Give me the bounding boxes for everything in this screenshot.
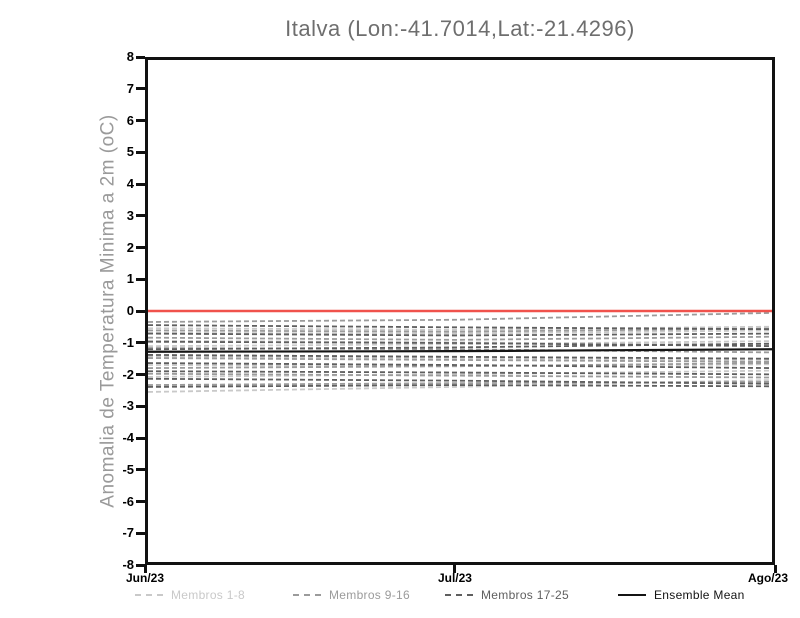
y-tick-label--4: -4 xyxy=(122,430,134,445)
dashed-line-sample-icon xyxy=(293,594,321,596)
x-tick-mark-Ago-23 xyxy=(773,565,777,573)
member-line-membro-25 xyxy=(148,384,772,388)
dashed-line-sample-icon xyxy=(445,594,473,596)
member-line-membro-20 xyxy=(148,342,772,351)
member-line-membro-10 xyxy=(148,327,772,333)
y-tick-label-8: 8 xyxy=(126,49,134,64)
x-tick-label-Jul-23: Jul/23 xyxy=(437,571,472,585)
member-line-membro-12 xyxy=(148,347,772,354)
member-line-membro-19 xyxy=(148,340,772,348)
y-tick-mark-2 xyxy=(136,246,145,249)
y-tick-mark--1 xyxy=(136,341,145,345)
member-line-membro-15 xyxy=(148,372,772,379)
member-line-membro-9 xyxy=(148,311,772,323)
member-line-membro-13 xyxy=(148,357,772,363)
member-line-membro-5 xyxy=(148,355,772,361)
legend-item-membros-1-8: Membros 1-8 xyxy=(135,588,245,602)
y-tick-mark--4 xyxy=(136,436,145,440)
legend-label: Membros 1-8 xyxy=(171,588,245,602)
legend-label: Ensemble Mean xyxy=(654,588,745,602)
y-tick-label--7: -7 xyxy=(122,525,134,541)
y-tick-label--2: -2 xyxy=(122,366,134,382)
y-tick-label-5: 5 xyxy=(126,144,134,160)
legend-item-membros-17-25: Membros 17-25 xyxy=(445,588,569,602)
x-tick-mark-Jun-23 xyxy=(143,565,147,573)
y-tick-mark--6 xyxy=(136,500,145,503)
member-line-membro-14 xyxy=(148,362,772,370)
member-line-membro-24 xyxy=(148,377,772,385)
member-line-membro-8 xyxy=(148,379,772,393)
y-tick-mark-7 xyxy=(136,87,145,91)
legend-label: Membros 9-16 xyxy=(329,588,410,602)
plot-lines-svg xyxy=(148,309,772,393)
y-tick-mark-3 xyxy=(136,214,145,218)
y-tick-label-6: 6 xyxy=(126,112,134,128)
member-line-membro-22 xyxy=(148,362,772,370)
member-line-membro-23 xyxy=(148,370,772,376)
member-line-membro-7 xyxy=(148,369,772,378)
member-line-membro-11 xyxy=(148,335,772,341)
member-line-membro-17 xyxy=(148,324,772,331)
y-tick-label--1: -1 xyxy=(122,334,134,350)
y-tick-label--5: -5 xyxy=(122,461,134,477)
y-tick-mark-6 xyxy=(136,119,145,122)
legend-label: Membros 17-25 xyxy=(481,588,569,602)
y-tick-mark-8 xyxy=(136,55,145,59)
y-tick-label--6: -6 xyxy=(122,493,134,509)
ensemble-mean-line xyxy=(148,348,772,353)
x-tick-label-Ago-23: Ago/23 xyxy=(747,571,788,585)
member-line-membro-2 xyxy=(148,329,772,335)
dashed-line-sample-icon xyxy=(135,594,163,596)
legend-item-membros-9-16: Membros 9-16 xyxy=(293,588,410,602)
chart-title: Italva (Lon:-41.7014,Lat:-21.4296) xyxy=(285,16,635,41)
member-line-membro-18 xyxy=(148,332,772,337)
legend-item-ensemble-mean: Ensemble Mean xyxy=(618,588,745,602)
x-tick-label-Jun-23: Jun/23 xyxy=(125,571,164,585)
y-tick-mark--5 xyxy=(136,468,145,472)
legend: Membros 1-8 Membros 9-16 Membros 17-25 Ense… xyxy=(0,586,800,606)
member-line-membro-16 xyxy=(148,381,772,386)
y-tick-label--8: -8 xyxy=(122,557,134,572)
y-tick-mark-5 xyxy=(136,150,145,154)
member-line-membro-4 xyxy=(148,340,772,348)
y-tick-mark-4 xyxy=(136,182,145,186)
y-tick-mark-0 xyxy=(136,309,145,313)
y-tick-mark-1 xyxy=(136,277,145,281)
y-tick-mark--2 xyxy=(136,373,145,376)
y-tick-label-1: 1 xyxy=(126,271,134,287)
y-tick-mark--7 xyxy=(136,531,145,535)
y-tick-label-0: 0 xyxy=(126,303,134,318)
member-line-membro-21 xyxy=(148,354,772,360)
y-tick-mark--8 xyxy=(136,563,145,567)
y-tick-label-3: 3 xyxy=(126,207,134,223)
x-tick-mark-Jul-23 xyxy=(453,565,457,573)
y-tick-label-7: 7 xyxy=(126,80,134,96)
y-tick-label--3: -3 xyxy=(122,398,134,414)
member-line-membro-1 xyxy=(148,325,772,331)
plot-area xyxy=(145,57,775,565)
y-tick-label-4: 4 xyxy=(126,176,134,191)
y-tick-label-2: 2 xyxy=(126,239,134,255)
solid-line-sample-icon xyxy=(618,594,646,596)
y-tick-mark--3 xyxy=(136,404,145,408)
